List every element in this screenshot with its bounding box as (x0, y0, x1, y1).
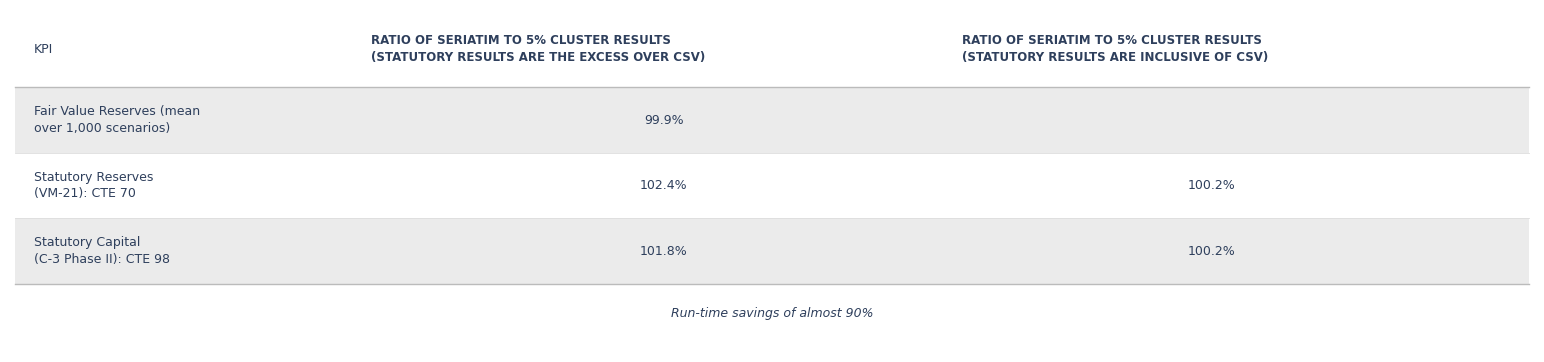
Text: Statutory Reserves
(VM-21): CTE 70: Statutory Reserves (VM-21): CTE 70 (34, 171, 153, 201)
Text: RATIO OF SERIATIM TO 5% CLUSTER RESULTS
(STATUTORY RESULTS ARE THE EXCESS OVER C: RATIO OF SERIATIM TO 5% CLUSTER RESULTS … (372, 34, 706, 64)
Text: 101.8%: 101.8% (641, 245, 687, 258)
Bar (939, 153, 1529, 218)
Text: 99.9%: 99.9% (644, 114, 684, 127)
Text: KPI: KPI (34, 43, 52, 56)
Bar (15, 11, 349, 87)
Bar (349, 11, 939, 87)
Bar (939, 218, 1529, 284)
Text: 100.2%: 100.2% (1189, 245, 1235, 258)
Text: RATIO OF SERIATIM TO 5% CLUSTER RESULTS
(STATUTORY RESULTS ARE INCLUSIVE OF CSV): RATIO OF SERIATIM TO 5% CLUSTER RESULTS … (962, 34, 1268, 64)
Bar (349, 87, 939, 153)
Bar (939, 11, 1529, 87)
Bar (15, 153, 349, 218)
Bar (939, 87, 1529, 153)
Text: Run-time savings of almost 90%: Run-time savings of almost 90% (670, 307, 874, 320)
Text: 100.2%: 100.2% (1189, 179, 1235, 192)
Text: 102.4%: 102.4% (641, 179, 687, 192)
Bar (15, 87, 349, 153)
Bar (15, 218, 349, 284)
Bar (349, 153, 939, 218)
Text: Fair Value Reserves (mean
over 1,000 scenarios): Fair Value Reserves (mean over 1,000 sce… (34, 105, 201, 135)
Text: Statutory Capital
(C-3 Phase II): CTE 98: Statutory Capital (C-3 Phase II): CTE 98 (34, 236, 170, 266)
Bar (349, 218, 939, 284)
